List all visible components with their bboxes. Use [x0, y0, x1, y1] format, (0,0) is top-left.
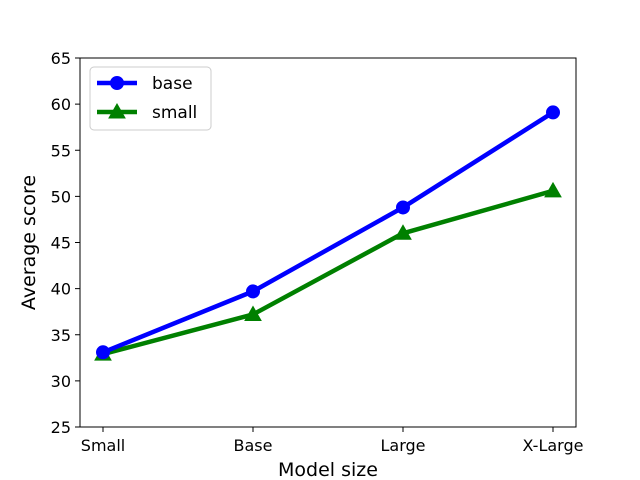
y-tick-label: 35: [51, 326, 71, 345]
series-line-base: [100, 110, 556, 355]
legend-label-small: small: [152, 103, 197, 123]
y-tick-label: 40: [51, 280, 71, 299]
data-point-small: [394, 224, 412, 240]
legend: base small: [89, 66, 212, 131]
y-axis-label: Average score: [18, 175, 40, 310]
x-tick-label: Base: [234, 436, 273, 455]
x-axis-label: Model size: [278, 459, 378, 480]
y-tick-label: 60: [51, 95, 71, 114]
data-point-base: [96, 345, 110, 360]
data-point-small: [244, 305, 262, 321]
legend-marker-base: [110, 76, 124, 90]
y-tick-label: 50: [51, 187, 71, 206]
x-tick-label: X-Large: [523, 436, 584, 455]
data-point-small: [544, 181, 562, 198]
y-tick-label: 65: [51, 49, 71, 68]
x-tick-label: Small: [81, 436, 125, 455]
legend-label-base: base: [152, 74, 193, 94]
data-point-base: [246, 284, 260, 299]
data-point-base: [546, 105, 560, 120]
series-line-small: [100, 188, 556, 357]
y-tick-label: 25: [51, 418, 71, 437]
y-tick-label: 30: [51, 372, 71, 391]
y-tick-label: 55: [51, 141, 71, 160]
legend-marker-small: [108, 102, 126, 119]
y-tick-label: 45: [51, 234, 71, 253]
data-point-base: [396, 200, 410, 215]
x-tick-label: Large: [380, 436, 425, 455]
